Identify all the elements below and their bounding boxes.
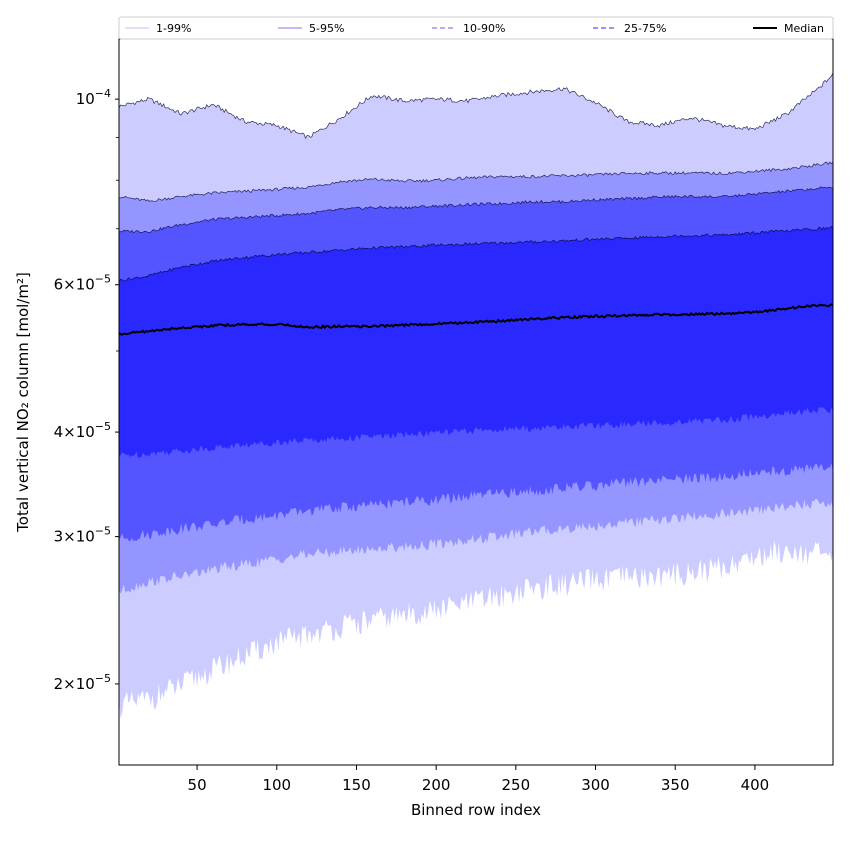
percentile-bands [119,72,833,719]
band-upper-edge-25-75pct [119,226,833,282]
y-tick-label: 3×10−5 [54,525,111,546]
y-axis-ticks: 2×10−5 3×10−5 4×10−5 6×10−5 10−4 [54,87,119,693]
x-tick-label: 100 [262,776,291,794]
y-axis-label: Total vertical NO₂ column [mol/m²] [14,272,32,533]
y-tick-label: 2×10−5 [54,672,111,693]
x-tick-label: 150 [342,776,371,794]
band-upper-edge-10-90pct [119,186,833,234]
legend-label-25-75pct: 25-75% [624,22,666,35]
x-tick-label: 200 [422,776,451,794]
x-tick-label: 300 [581,776,610,794]
x-tick-label: 50 [188,776,207,794]
x-axis-ticks: 50 100 150 200 250 300 350 400 [188,765,770,794]
legend-box [118,16,834,40]
legend-label-1-99pct: 1-99% [156,22,191,35]
legend-label-Median: Median [784,22,824,35]
legend-label-10-90pct: 10-90% [463,22,505,35]
band-25-75pct [119,226,833,458]
median-line [119,303,833,336]
x-tick-label: 400 [741,776,770,794]
y-tick-label: 10−4 [76,87,111,108]
x-tick-label: 250 [502,776,531,794]
x-axis-label: Binned row index [411,801,541,819]
band-upper-edge-1-99pct [119,72,833,140]
legend: 1-99% 5-95% 10-90% 25-75% Median [118,16,834,40]
band-upper-edge-5-95pct [119,161,833,203]
y-tick-label: 6×10−5 [54,273,111,294]
y-tick-label: 4×10−5 [54,420,111,441]
legend-label-5-95pct: 5-95% [309,22,344,35]
x-tick-label: 350 [661,776,690,794]
median-series [119,303,833,336]
